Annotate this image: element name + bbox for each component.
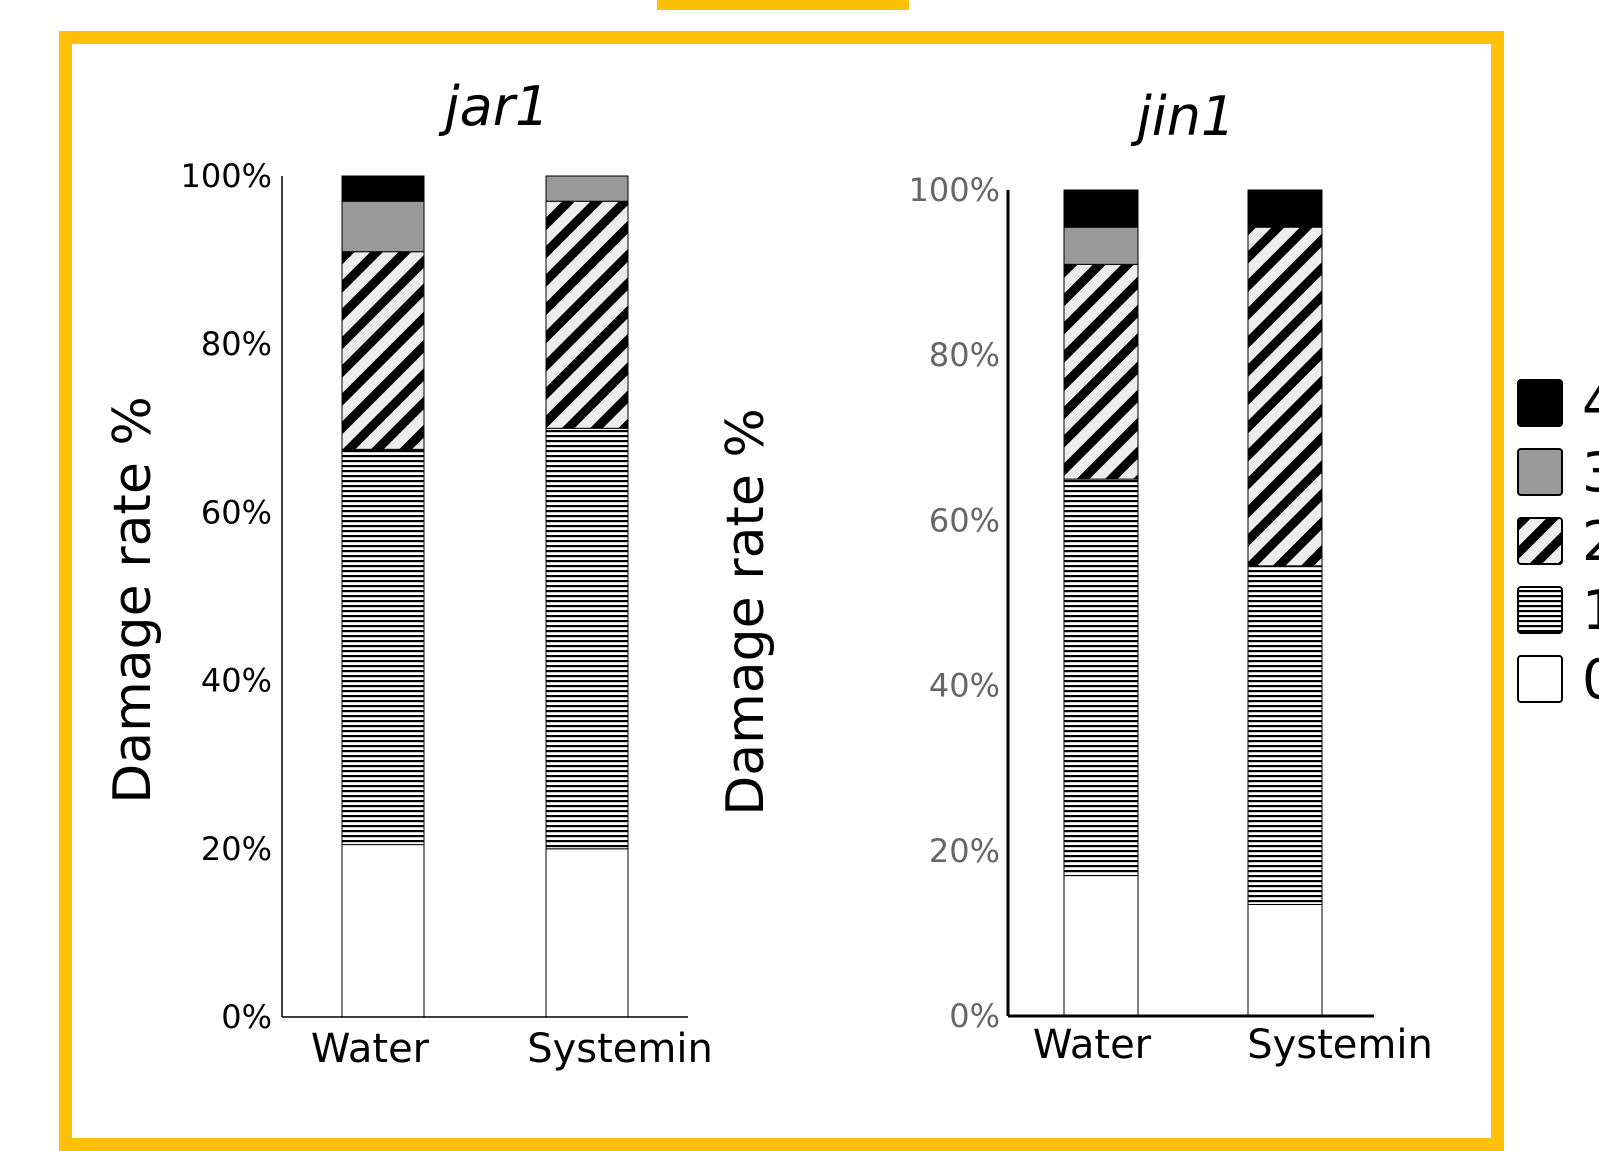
bar-segment-systemin-level-1 — [1247, 565, 1323, 905]
x-tick-label: Water — [1033, 1022, 1152, 1068]
y-tick-label: 0% — [221, 998, 272, 1036]
bar-segment-water-level-3 — [1063, 226, 1139, 265]
legend-swatch-2 — [1517, 517, 1563, 565]
y-tick-label: 100% — [181, 157, 272, 195]
bar-segment-water-level-4 — [1063, 189, 1139, 228]
bar-segment-water-level-2 — [341, 251, 425, 450]
y-tick-label: 40% — [201, 662, 272, 700]
chart-jar1: 0% 20% 40% 60% 80% 100% Water Systemin jar1 Damag… — [103, 75, 713, 1072]
x-tick-label: Systemin — [527, 1026, 713, 1072]
bar-segment-water-level-2 — [1063, 263, 1139, 480]
legend-swatch-1 — [1517, 586, 1563, 634]
y-axis-label: Damage rate % — [103, 396, 163, 804]
bar-segment-systemin-level-0 — [545, 848, 629, 1018]
legend-swatch-4 — [1517, 379, 1563, 427]
y-tick-label: 100% — [909, 171, 1000, 209]
legend-label-3: 3 — [1582, 441, 1599, 504]
bar-segment-systemin-level-4 — [1247, 189, 1323, 228]
bar-segment-water-level-3 — [341, 200, 425, 253]
chart-jin1: 0% 20% 40% 60% 80% 100% Water Systemin jin1 Damag… — [716, 85, 1433, 1068]
bar-segment-water-level-1 — [1063, 478, 1139, 877]
y-tick-label: 20% — [201, 830, 272, 868]
bar-segment-water-level-1 — [341, 448, 425, 846]
bar-segment-systemin-level-1 — [545, 427, 629, 850]
bar-segment-systemin-level-2 — [1247, 226, 1323, 567]
chart-title: jar1 — [438, 75, 550, 138]
legend-swatch-0 — [1517, 655, 1563, 703]
y-tick-label: 0% — [949, 997, 1000, 1035]
legend-label-0: 0 — [1582, 648, 1599, 711]
bar-segment-systemin-level-3 — [545, 175, 629, 202]
y-tick-label: 60% — [929, 501, 1000, 539]
chart-title: jin1 — [1130, 85, 1236, 148]
bar-segment-water-level-0 — [1063, 875, 1139, 1017]
bar-segment-systemin-level-0 — [1247, 903, 1323, 1017]
legend-swatch-3 — [1517, 448, 1563, 496]
y-axis-label: Damage rate % — [716, 408, 776, 816]
x-tick-label: Water — [311, 1026, 430, 1072]
highlight-tab — [657, 0, 909, 10]
y-tick-label: 40% — [929, 667, 1000, 705]
y-tick-label: 60% — [201, 493, 272, 531]
bar-segment-water-level-0 — [341, 844, 425, 1018]
legend-label-4: 4 — [1582, 372, 1599, 435]
bar-segment-systemin-level-2 — [545, 200, 629, 429]
y-tick-label: 80% — [929, 336, 1000, 374]
bar-segment-water-level-4 — [341, 175, 425, 202]
y-tick-label: 20% — [929, 832, 1000, 870]
legend: 43210 — [1517, 372, 1599, 711]
legend-label-1: 1 — [1582, 579, 1599, 642]
y-tick-label: 80% — [201, 325, 272, 363]
x-tick-label: Systemin — [1247, 1022, 1433, 1068]
legend-label-2: 2 — [1582, 510, 1599, 573]
